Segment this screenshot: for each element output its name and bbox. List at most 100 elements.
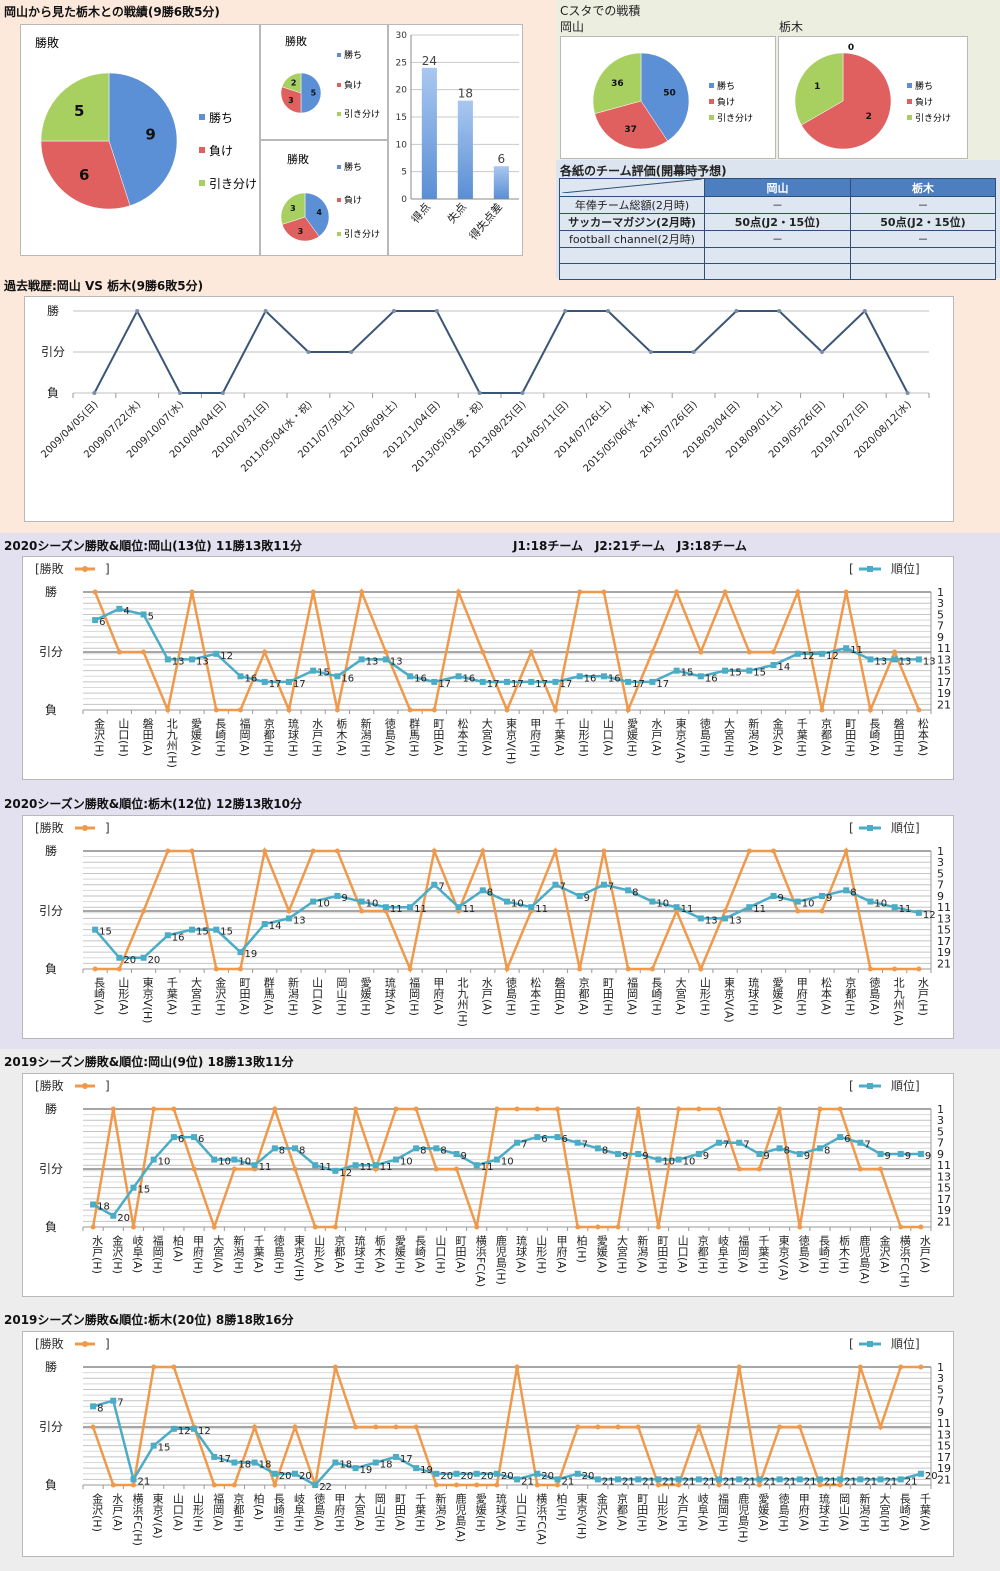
x-tick-label: 町田(H) xyxy=(636,1493,649,1532)
result-point xyxy=(625,707,631,713)
pie-slice-負け xyxy=(594,100,668,150)
result-point xyxy=(635,1106,641,1112)
rank-point xyxy=(453,1470,460,1477)
diagonal-line xyxy=(561,178,703,194)
x-tick-label: 山口(H) xyxy=(117,718,130,757)
rank-point xyxy=(514,1476,521,1483)
right-y-tick-label: 5 xyxy=(937,608,944,621)
rank-data-label: 21 xyxy=(703,1476,716,1487)
rank-point xyxy=(552,881,559,888)
x-tick-label: 東京V(A) xyxy=(723,977,736,1023)
rank-data-label: 10 xyxy=(366,899,379,910)
eval-cell: － xyxy=(704,230,851,248)
result-point xyxy=(407,966,413,972)
rank-data-label: 8 xyxy=(784,1145,790,1156)
y-tick-label: 15 xyxy=(396,113,407,123)
pie-slice-負け xyxy=(801,52,892,150)
rank-point xyxy=(407,673,414,680)
rank-point xyxy=(140,611,147,618)
x-tick-label: 福岡(H) xyxy=(408,976,421,1016)
pie-slice-負け xyxy=(40,140,131,210)
right-y-tick-label: 9 xyxy=(937,1406,944,1419)
right-y-tick-label: 11 xyxy=(937,1417,951,1430)
x-tick-label: 水戸(H) xyxy=(676,1493,689,1532)
rank-point xyxy=(334,892,341,899)
rank-point xyxy=(649,898,656,905)
rank-point xyxy=(816,1145,823,1152)
pie-data-label: 2 xyxy=(866,112,872,122)
rank-point xyxy=(453,1150,460,1157)
y-tick-label: 30 xyxy=(396,31,408,41)
x-tick-label: 琉球(H) xyxy=(353,1234,366,1274)
result-point xyxy=(237,707,243,713)
rank-data-label: 10 xyxy=(238,1157,251,1168)
rank-legend-label: 順位] xyxy=(891,1336,920,1351)
pie-slice-引き分け xyxy=(592,52,642,115)
result-point xyxy=(286,908,292,914)
eval-row-label: football channel(2月時) xyxy=(559,230,705,248)
x-tick-label: 金沢(A) xyxy=(878,1234,891,1273)
legend-draw: 引き分け xyxy=(915,113,951,124)
result-point xyxy=(817,1106,823,1112)
rank-data-label: 13 xyxy=(874,656,887,667)
rank-data-label: 9 xyxy=(885,1151,891,1162)
history-point xyxy=(220,391,225,395)
legend-loss: 負け xyxy=(717,96,735,108)
x-tick-label: 長崎(H) xyxy=(817,1235,830,1274)
result-point xyxy=(332,1364,338,1370)
x-tick-label: 東京V(A) xyxy=(674,718,687,764)
x-tick-label: 長崎(H) xyxy=(214,718,227,757)
rank-data-label: 20 xyxy=(461,1471,474,1482)
eval-row-label: サッカーマガジン(2月時) xyxy=(559,213,705,231)
result-point xyxy=(413,1424,419,1430)
x-tick-label: 福岡(H) xyxy=(717,1492,730,1532)
rank-data-label: 12 xyxy=(802,651,815,662)
pie-legend: 勝ち 負け 引き分け xyxy=(199,110,257,191)
right-y-tick-label: 9 xyxy=(937,890,944,903)
x-tick-label: 北九州(H) xyxy=(456,977,469,1027)
season-2020-okayama-title: 2020シーズン勝敗&順位:岡山(13位) 11勝13敗11分 xyxy=(4,539,303,553)
result-point xyxy=(211,1224,217,1230)
pie-title: 勝敗 xyxy=(285,34,307,48)
bar-data-label: 6 xyxy=(498,152,506,166)
rank-data-label: 8 xyxy=(299,1145,305,1156)
rank-point xyxy=(312,1482,319,1488)
rank-point xyxy=(433,1470,440,1477)
rank-data-label: 7 xyxy=(559,882,565,893)
result-legend-label: [勝敗 xyxy=(35,1078,64,1093)
result-point xyxy=(843,589,849,595)
rank-point xyxy=(211,1453,218,1460)
season-2019-okayama-panel: [勝敗][順位] 勝引分負 1 3 5 7 9 11 13 15 17 19 21 18 20 15 10 6 6 1… xyxy=(22,1073,954,1297)
x-tick-label: 水戸(H) xyxy=(916,977,929,1016)
result-point xyxy=(722,908,728,914)
season-2020-tochigi-panel: [勝敗][順位] 勝引分負 1 3 5 7 9 11 13 15 17 19 21 15 20 20 16 15 1… xyxy=(22,815,954,1039)
right-y-tick-label: 19 xyxy=(937,1462,951,1475)
rank-point xyxy=(867,898,874,905)
x-tick-label: 千葉(A) xyxy=(252,1235,265,1273)
rank-point xyxy=(695,1150,702,1157)
x-tick-label: 琉球(A) xyxy=(515,1234,528,1273)
rank-point xyxy=(746,667,753,674)
pie-data-label: 0 xyxy=(848,43,854,53)
x-tick-label: 松本(H) xyxy=(456,717,469,757)
right-y-tick-label: 13 xyxy=(937,653,951,666)
rank-point xyxy=(170,1425,177,1432)
x-tick-label: 愛媛(A) xyxy=(757,1493,770,1531)
x-tick-label: 京都(A) xyxy=(819,717,832,756)
rank-point xyxy=(413,1465,420,1472)
x-tick-label: 金沢(A) xyxy=(595,1492,608,1531)
result-point xyxy=(534,1482,540,1488)
rank-point xyxy=(140,954,147,961)
rank-point xyxy=(770,892,777,899)
rank-data-label: 13 xyxy=(729,915,742,926)
rank-point xyxy=(756,1476,763,1483)
rank-data-label: 16 xyxy=(414,673,427,684)
left-y-tick-label: 負 xyxy=(45,1478,57,1492)
rank-point xyxy=(473,1162,480,1169)
rank-point xyxy=(722,915,729,922)
x-tick-label: 愛媛(H) xyxy=(359,977,372,1016)
x-tick-label: 大宮(H) xyxy=(190,976,203,1016)
result-point xyxy=(141,908,147,914)
rank-point xyxy=(332,1459,339,1466)
result-point xyxy=(292,1424,298,1430)
